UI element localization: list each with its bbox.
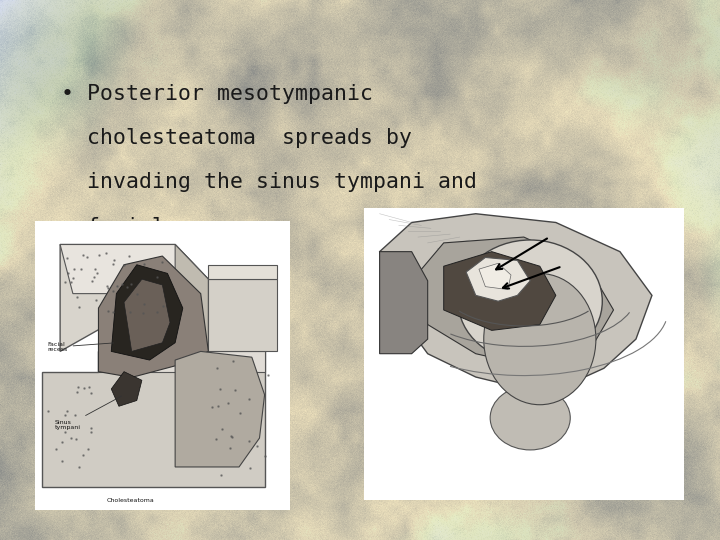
Polygon shape	[208, 265, 277, 279]
Polygon shape	[124, 279, 170, 352]
Text: Sinus
tympani: Sinus tympani	[55, 396, 122, 430]
Polygon shape	[175, 245, 208, 352]
Polygon shape	[99, 256, 208, 377]
Polygon shape	[412, 237, 613, 368]
Text: Facial
recess: Facial recess	[48, 342, 114, 353]
Polygon shape	[208, 279, 277, 352]
Polygon shape	[379, 252, 428, 354]
Polygon shape	[479, 264, 511, 289]
Polygon shape	[111, 265, 183, 360]
Polygon shape	[99, 352, 265, 372]
Ellipse shape	[490, 386, 570, 450]
Polygon shape	[175, 352, 265, 467]
Ellipse shape	[484, 273, 596, 405]
Polygon shape	[60, 245, 208, 294]
Polygon shape	[466, 258, 530, 301]
Text: Cholesteatoma: Cholesteatoma	[106, 498, 154, 503]
Polygon shape	[379, 214, 652, 389]
Polygon shape	[42, 352, 265, 487]
Polygon shape	[111, 372, 142, 406]
Polygon shape	[444, 252, 556, 330]
Ellipse shape	[458, 240, 603, 362]
Text: cholesteatoma  spreads by: cholesteatoma spreads by	[61, 128, 412, 148]
Text: • Posterior mesotympanic: • Posterior mesotympanic	[61, 84, 373, 104]
Text: invading the sinus tympani and: invading the sinus tympani and	[61, 172, 477, 192]
Text: facial recess: facial recess	[61, 217, 256, 237]
Polygon shape	[60, 245, 208, 352]
